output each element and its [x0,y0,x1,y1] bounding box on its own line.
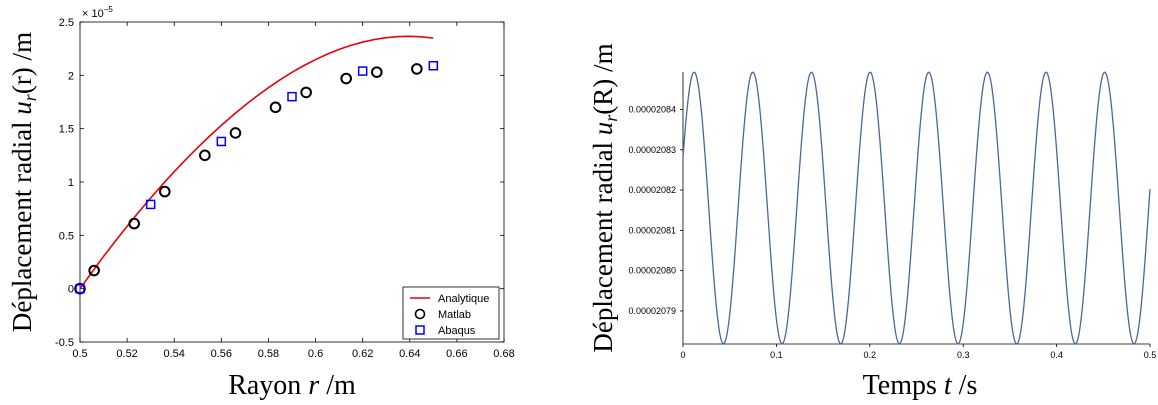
left-x-tick-label: 0.56 [211,348,232,360]
left-y-label: Déplacement radial ur(r) /m [7,32,40,332]
matlab-point [411,63,423,75]
matlab-point [300,86,312,99]
left-y-tick-label: -0.5 [55,337,74,349]
left-x-tick-label: 0.6 [308,348,323,360]
right-x-tick-label: 0.3 [957,350,970,360]
right-x-tick-label: 0.2 [864,350,877,360]
abaqus-point [287,91,297,102]
legend-analytique-label: Analytique [438,293,489,305]
abaqus-point [357,66,368,76]
left-y-tick-label: 2.5 [59,17,74,29]
legend-matlab-label: Matlab [438,309,471,321]
left-y-tick-label: 0.5 [59,230,74,242]
left-y-tick-label: 0 [68,284,74,296]
abaqus-point [428,60,439,71]
matlab-point [199,149,211,162]
left-series [74,35,439,295]
right-y-tick-label: 0.00002081 [628,225,676,235]
left-x-tick-label: 0.68 [493,348,514,360]
matlab-point [340,72,352,85]
abaqus-point [145,199,156,210]
matlab-point [74,282,86,295]
right-chart: 0 0.1 0.2 0.3 0.4 0.5 0.000020790.000020800.0… [588,43,1156,401]
right-y-tick-label: 0.00002083 [628,145,676,155]
matlab-point [159,185,171,198]
right-y-tick-label: 0.00002084 [628,104,676,114]
legend-abaqus-label: Abaqus [438,325,476,337]
right-x-tick-label: 0.5 [1144,350,1157,360]
right-x-label: Temps t /s [863,370,978,401]
left-y-tick-label: 2 [68,70,74,82]
right-y-tick-label: 0.00002079 [628,306,676,316]
left-x-tick-label: 0.52 [116,348,137,360]
matlab-point [371,66,383,78]
left-x-tick-label: 0.62 [352,348,373,360]
legend-box [402,286,500,340]
right-y-label: Déplacement radial ur(R) /m [588,43,621,352]
right-x-tick-label: 0.4 [1050,350,1063,360]
left-y-tick-label: 1.5 [59,124,74,136]
left-chart: 0.5 0.52 0.54 0.56 0.58 0.6 0.62 0.64 0.66 0.68 -… [7,5,515,401]
left-x-tick-label: 0.5 [72,348,87,360]
displacement-time-series-line [682,71,1151,345]
matlab-point [128,217,140,230]
right-y-tick-label: 0.00002082 [628,185,676,195]
left-x-tick-label: 0.64 [399,348,420,360]
right-x-ticks: 0 0.1 0.2 0.3 0.4 0.5 [680,344,1156,360]
matlab-point [229,127,242,139]
left-x-tick-label: 0.54 [164,348,185,360]
legend-abaqus-swatch [415,325,425,335]
right-y-ticks: 0.00002079 0.00002080 0.00002081 0.00002082… [628,104,683,316]
abaqus-point [75,283,85,294]
left-x-ticks: 0.5 0.52 0.54 0.56 0.58 0.6 0.62 0.64 0.66 0.68 [72,22,515,360]
right-x-tick-label: 0.1 [770,350,783,360]
left-y-exponent-power: −5 [104,5,114,14]
abaqus-point [216,136,227,147]
left-y-exponent: × 10−5 [82,5,113,20]
series-analytique-line [79,35,434,290]
left-x-tick-label: 0.66 [446,348,467,360]
right-y-tick-label: 0.00002080 [628,266,676,276]
left-y-tick-label: 1 [68,177,74,189]
right-x-tick-label: 0 [680,350,685,360]
matlab-point [88,264,100,277]
matlab-point [269,101,282,114]
left-y-ticks: -0.5 0 0.5 1 1.5 2 2.5 [55,17,504,349]
right-series [682,71,1151,345]
left-legend: Analytique Matlab Abaqus [402,286,500,340]
left-x-label: Rayon r /m [228,370,356,401]
legend-matlab-swatch [414,308,426,320]
left-x-tick-label: 0.58 [258,348,279,360]
